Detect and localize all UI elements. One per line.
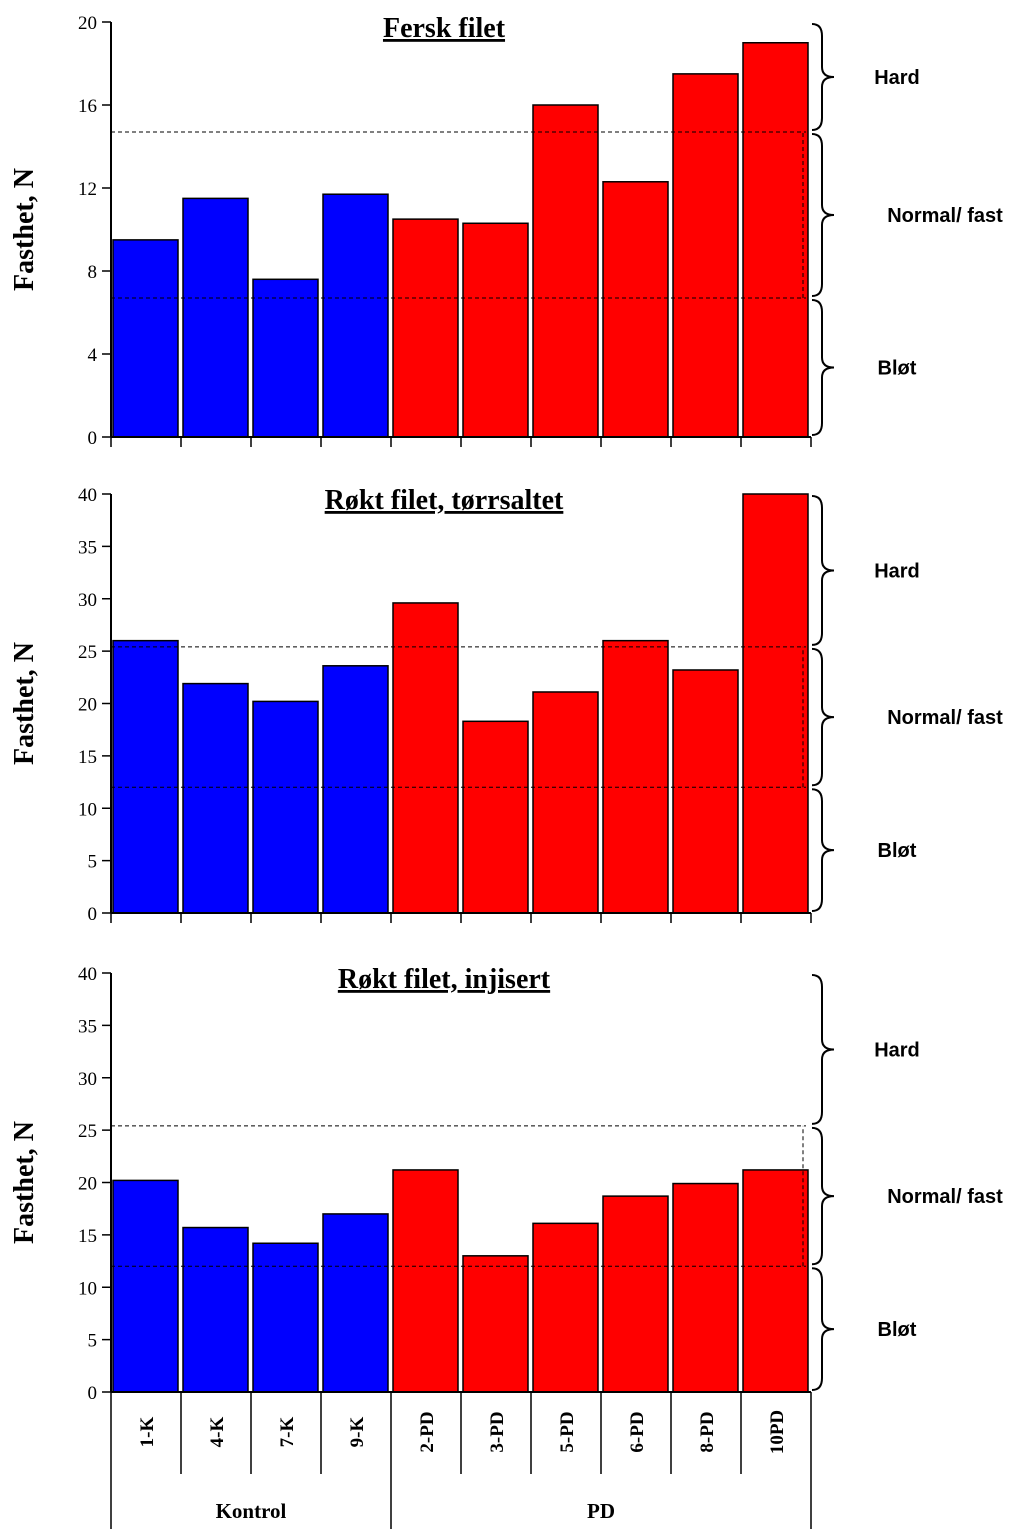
bar-8-PD [672,1182,739,1393]
bar-10PD [742,1169,809,1393]
y-tick-label: 35 [78,1016,97,1037]
zone-brace [811,1267,835,1391]
zone-brace [811,298,835,436]
zone-brace [811,788,835,912]
y-tick-label: 12 [78,179,97,200]
chart-panel-3: 0 5 10 15 20 25 30 35 40 Røkt filet, injisert Fast… [9,964,1003,1474]
bar-1-K [112,639,179,914]
zone-brace [811,132,835,297]
x-tick-label: 3-PD [487,1411,508,1452]
chart-panel-2: 0 5 10 15 20 25 30 35 40 Røkt filet, tørrsaltet Fa… [9,485,1003,925]
bar-7-K [252,700,319,914]
zone-brace [811,647,835,787]
bar-10PD [742,42,809,438]
bar-8-PD [672,73,739,438]
y-tick-label: 15 [78,1226,97,1247]
x-tick-label: 2-PD [417,1411,438,1452]
group-label-kontrol: Kontrol [216,1499,287,1523]
group-label-pd: PD [587,1499,615,1523]
bar-4-K [182,682,249,914]
y-axis-label: Fasthet, N [9,168,40,291]
chart-title: Røkt filet, injisert [338,964,551,995]
bar-1-K [112,239,179,438]
zone-brace [811,974,835,1125]
bar-4-K [182,1226,249,1393]
y-tick-label: 8 [88,262,98,283]
x-tick-label: 10PD [767,1410,788,1454]
zone-brace [811,1126,835,1266]
y-tick-label: 0 [88,904,98,925]
zone-label: Normal/ fast [887,707,1003,729]
y-tick-label: 20 [78,695,97,716]
zone-label: Hard [874,67,920,89]
y-tick-label: 0 [88,428,98,449]
zone-label: Bløt [878,1319,917,1341]
bar-2-PD [392,218,459,438]
y-tick-label: 20 [78,13,97,34]
bar-3-PD [462,222,529,438]
bar-1-K [112,1179,179,1393]
x-tick-label: 8-PD [697,1411,718,1452]
chart-title: Røkt filet, tørrsaltet [325,485,564,516]
bar-4-K [182,197,249,438]
y-tick-label: 10 [78,799,97,820]
bar-9-K [322,193,389,438]
bar-9-K [322,665,389,914]
y-axis-label: Fasthet, N [9,1121,40,1244]
bar-7-K [252,278,319,438]
zone-label: Bløt [878,840,917,862]
y-tick-label: 16 [78,96,97,117]
bar-7-K [252,1242,319,1393]
x-tick-label: 4-K [207,1416,228,1447]
y-tick-label: 40 [78,964,97,985]
y-tick-label: 10 [78,1278,97,1299]
y-tick-label: 25 [78,642,97,663]
bar-6-PD [602,1195,669,1393]
zone-brace [811,495,835,646]
bar-2-PD [392,602,459,914]
y-tick-label: 15 [78,747,97,768]
y-tick-label: 40 [78,485,97,506]
zone-label: Normal/ fast [887,205,1003,227]
y-tick-label: 20 [78,1174,97,1195]
y-tick-label: 4 [88,345,98,366]
x-tick-label: 5-PD [557,1411,578,1452]
x-tick-label: 1-K [137,1416,158,1447]
y-tick-label: 0 [88,1383,98,1404]
bar-6-PD [602,639,669,914]
zone-label: Hard [874,560,920,582]
y-tick-label: 5 [88,1331,98,1352]
bar-5-PD [532,691,599,914]
bar-2-PD [392,1169,459,1393]
x-tick-label: 7-K [277,1416,298,1447]
zone-brace [811,23,835,131]
bar-10PD [742,493,809,914]
bar-5-PD [532,1222,599,1393]
y-tick-label: 25 [78,1121,97,1142]
bar-5-PD [532,104,599,438]
y-tick-label: 5 [88,852,98,873]
chart-title: Fersk filet [383,13,506,44]
y-tick-label: 35 [78,537,97,558]
x-tick-label: 9-K [347,1416,368,1447]
y-tick-label: 30 [78,590,97,611]
y-axis-label: Fasthet, N [9,642,40,765]
bar-8-PD [672,669,739,914]
zone-label: Normal/ fast [887,1186,1003,1208]
y-tick-label: 30 [78,1069,97,1090]
zone-label: Bløt [878,357,917,379]
bar-9-K [322,1213,389,1393]
bar-3-PD [462,1255,529,1393]
bar-3-PD [462,720,529,914]
chart-panel-1: 0 4 8 12 16 20 Fersk filet Fasthet, N Hard Normal… [9,13,1003,449]
bar-6-PD [602,181,669,438]
zone-label: Hard [874,1039,920,1061]
x-tick-label: 6-PD [627,1411,648,1452]
